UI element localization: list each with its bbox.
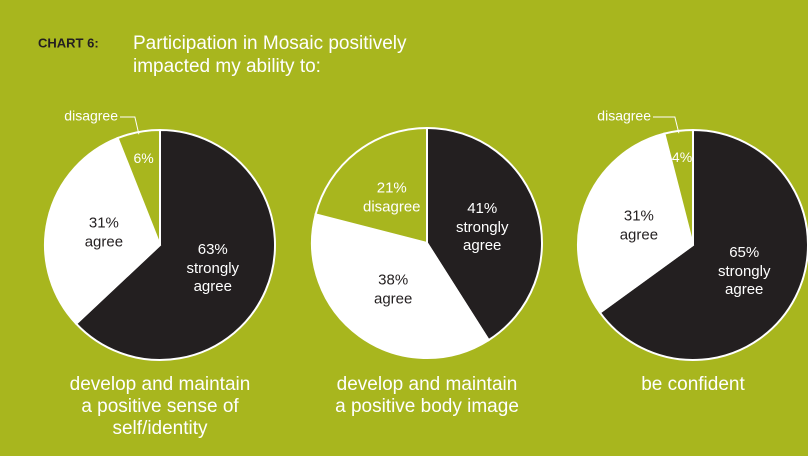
leader-line [120, 116, 140, 135]
value-label: 38% [378, 271, 408, 288]
pie-title: develop and maintain [70, 374, 251, 395]
category-label: disagree [64, 108, 118, 124]
category-label: disagree [363, 199, 421, 216]
pie-slice [598, 128, 808, 361]
leader-line [653, 116, 680, 134]
chart-title: Participation in Mosaic positively [133, 33, 407, 54]
value-label: 63% [198, 241, 228, 258]
value-label: 41% [467, 200, 497, 217]
category-label: strongly agree [187, 260, 240, 295]
value-label: 4% [672, 149, 692, 165]
pie-slice [74, 128, 276, 361]
pie-title: a positive body image [335, 396, 519, 417]
pie-slice [577, 132, 695, 314]
chart-label: CHART 6: [38, 35, 99, 50]
value-label: 65% [729, 244, 759, 261]
pie-title: develop and maintain [337, 374, 518, 395]
pie-title: be confident [641, 374, 745, 395]
category-label: agree [374, 290, 412, 307]
category-label: disagree [597, 108, 651, 124]
category-label: agree [620, 226, 658, 243]
pie-slice [311, 213, 491, 359]
pie-title: a positive sense of [81, 396, 239, 417]
category-label: strongly agree [456, 219, 509, 254]
category-label: strongly agree [718, 263, 771, 298]
pie-slice [44, 136, 162, 326]
value-label: 6% [134, 150, 154, 166]
pie-slice [314, 126, 428, 245]
category-label: agree [85, 233, 123, 250]
value-label: 21% [377, 180, 407, 197]
chart-title: impacted my ability to: [133, 56, 321, 77]
pie-title: self/identity [112, 418, 208, 439]
value-label: 31% [624, 207, 654, 224]
value-label: 31% [89, 214, 119, 231]
